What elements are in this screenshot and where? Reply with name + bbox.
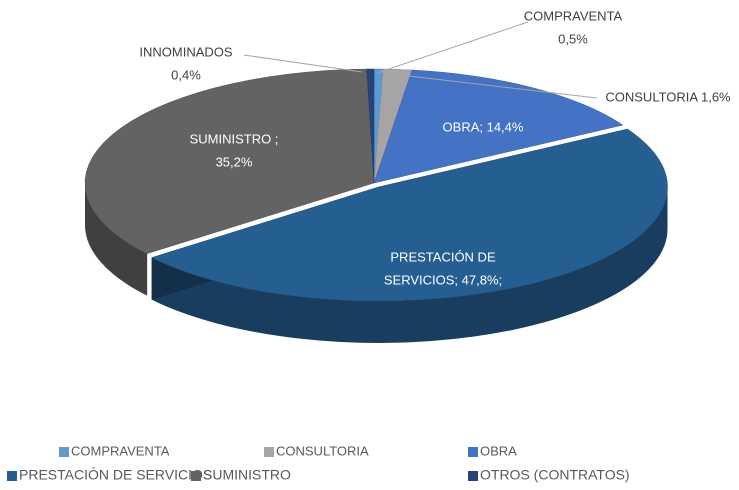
data-label: INNOMINADOS <box>139 44 233 59</box>
leader-line <box>243 54 363 73</box>
data-label: 0,5% <box>558 31 588 46</box>
legend-swatch <box>264 447 274 457</box>
data-label: COMPRAVENTA <box>524 8 623 23</box>
slice <box>373 69 624 184</box>
legend-swatch <box>7 471 17 481</box>
slice <box>366 68 375 184</box>
data-label: OBRA; 14,4% <box>443 119 524 134</box>
data-label: SERVICIOS; 47,8%; <box>384 272 502 287</box>
data-label: 0,4% <box>171 67 201 82</box>
leader-line <box>376 21 529 74</box>
data-label: 35,2% <box>216 154 253 169</box>
slice <box>151 128 668 302</box>
data-label: CONSULTORIA 1,6% <box>605 89 731 104</box>
data-label: SUMINISTRO ; <box>190 131 279 146</box>
legend-label: PRESTACIÓN DE SERVICIOS <box>19 467 212 483</box>
legend-label: CONSULTORIA <box>276 443 369 458</box>
slice-side <box>151 186 668 343</box>
slice <box>84 68 375 254</box>
legend-label: OBRA <box>480 443 517 458</box>
legend-label: SUMINISTRO <box>203 467 291 483</box>
legend-label: OTROS (CONTRATOS) <box>480 467 630 483</box>
legend-swatch <box>468 447 478 457</box>
legend-label: COMPRAVENTA <box>71 443 170 458</box>
slice-side <box>85 183 148 296</box>
legend-swatch <box>468 471 478 481</box>
legend-swatch <box>191 471 201 481</box>
leader-line <box>391 73 598 99</box>
legend-swatch <box>59 447 69 457</box>
data-label: PRESTACIÓN DE <box>390 249 496 264</box>
